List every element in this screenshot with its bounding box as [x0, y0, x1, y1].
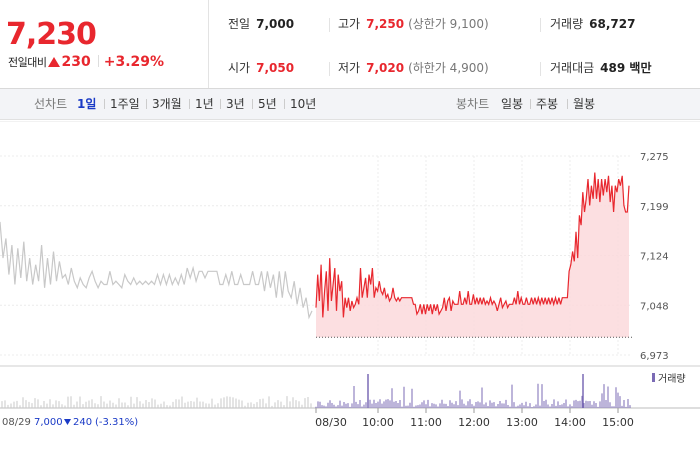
change-row: 전일대비 230 +3.29% — [8, 53, 164, 72]
tab-divider — [567, 99, 568, 109]
stat-value: 7,050 — [256, 61, 295, 75]
y-tick-label: 7,199 — [640, 202, 669, 213]
x-tick-label: 12:00 — [458, 416, 490, 429]
stat-divider — [329, 18, 330, 32]
tab-candle[interactable]: 주봉 — [536, 97, 559, 111]
volume-legend-swatch — [652, 373, 655, 382]
tab-period[interactable]: 10년 — [290, 97, 317, 111]
stat-open: 시가 7,050 — [228, 60, 294, 76]
period-tab-bar: 선차트 1일 1주일 3개월 1년 3년 5년 10년 봉차트 일봉 주봉 월봉 — [0, 89, 700, 120]
stat-value: 7,000 — [256, 17, 295, 31]
tab-period[interactable]: 1주일 — [110, 97, 140, 111]
stat-volume: 거래량 68,727 — [550, 16, 635, 32]
x-tick-label: 10:00 — [362, 416, 394, 429]
tab-divider — [252, 99, 253, 109]
y-tick-label: 6,973 — [640, 351, 669, 362]
stat-label: 거래량 — [550, 17, 584, 31]
tab-divider — [284, 99, 285, 109]
stat-trade-value: 거래대금 489 백만 — [550, 60, 651, 76]
tab-period[interactable]: 1년 — [195, 97, 214, 111]
price-chart-svg: 7,275 7,199 7,124 7,048 6,973 08/30 10:00 11:00… — [0, 121, 700, 429]
tab-period[interactable]: 1일 — [77, 97, 97, 111]
change-amount: 230 — [61, 54, 91, 70]
volume-legend-label: 거래량 — [658, 373, 686, 385]
current-price: 7,230 — [6, 17, 97, 52]
prev-day-line — [0, 221, 313, 320]
stat-divider — [540, 62, 541, 76]
candle-chart-header: 봉차트 — [456, 97, 490, 111]
stat-prev-close: 전일 7,000 — [228, 16, 294, 32]
x-tick-label: 13:00 — [506, 416, 538, 429]
tab-divider — [530, 99, 531, 109]
stat-label: 거래대금 — [550, 61, 595, 75]
tab-period[interactable]: 3년 — [226, 97, 245, 111]
prev-day-change: 240 — [73, 417, 92, 428]
tab-candle[interactable]: 월봉 — [573, 97, 596, 111]
stat-divider — [329, 62, 330, 76]
change-label: 전일대비 — [8, 56, 47, 69]
prev-day-date: 08/29 — [2, 417, 31, 428]
change-percent: +3.29% — [103, 54, 165, 70]
stat-low: 저가 7,020 (하한가 4,900) — [338, 60, 489, 76]
x-tick-label: 11:00 — [410, 416, 442, 429]
stat-label: 시가 — [228, 61, 251, 75]
today-line — [315, 172, 630, 318]
divider — [97, 55, 99, 67]
tab-period[interactable]: 3개월 — [152, 97, 182, 111]
tab-divider — [146, 99, 147, 109]
tab-divider — [104, 99, 105, 109]
up-triangle-icon — [48, 57, 61, 67]
tab-period[interactable]: 5년 — [258, 97, 277, 111]
quote-panel: 7,230 전일대비 230 +3.29% 전일 7,000 고가 7,250 (상한가 9… — [0, 0, 700, 89]
y-tick-label: 7,275 — [640, 152, 669, 163]
tab-divider — [189, 99, 190, 109]
y-tick-label: 7,048 — [640, 301, 669, 312]
y-tick-label: 7,124 — [640, 252, 669, 263]
x-tick-label: 15:00 — [602, 416, 634, 429]
down-triangle-icon — [64, 419, 71, 425]
stat-note: (하한가 4,900) — [408, 61, 489, 75]
stat-note: (상한가 9,100) — [408, 17, 489, 31]
stat-value: 489 백만 — [600, 61, 652, 75]
stat-label: 전일 — [228, 17, 251, 31]
price-chart: 7,275 7,199 7,124 7,048 6,973 08/30 10:00 11:00… — [0, 121, 700, 450]
stat-label: 저가 — [338, 61, 361, 75]
tab-divider — [220, 99, 221, 109]
line-chart-header: 선차트 — [34, 97, 68, 111]
price-summary: 7,230 전일대비 230 +3.29% — [0, 0, 209, 88]
stat-value: 7,250 — [366, 17, 405, 31]
tab-candle[interactable]: 일봉 — [501, 97, 524, 111]
x-tick-label: 08/30 — [315, 416, 347, 429]
stat-divider — [540, 18, 541, 32]
prev-day-change-pct: (-3.31%) — [95, 417, 138, 428]
stat-value: 68,727 — [589, 17, 636, 31]
x-tick-label: 14:00 — [554, 416, 586, 429]
stat-label: 고가 — [338, 17, 361, 31]
stat-high: 고가 7,250 (상한가 9,100) — [338, 16, 489, 32]
prev-day-close: 7,000 — [34, 417, 63, 428]
stat-value: 7,020 — [366, 61, 405, 75]
